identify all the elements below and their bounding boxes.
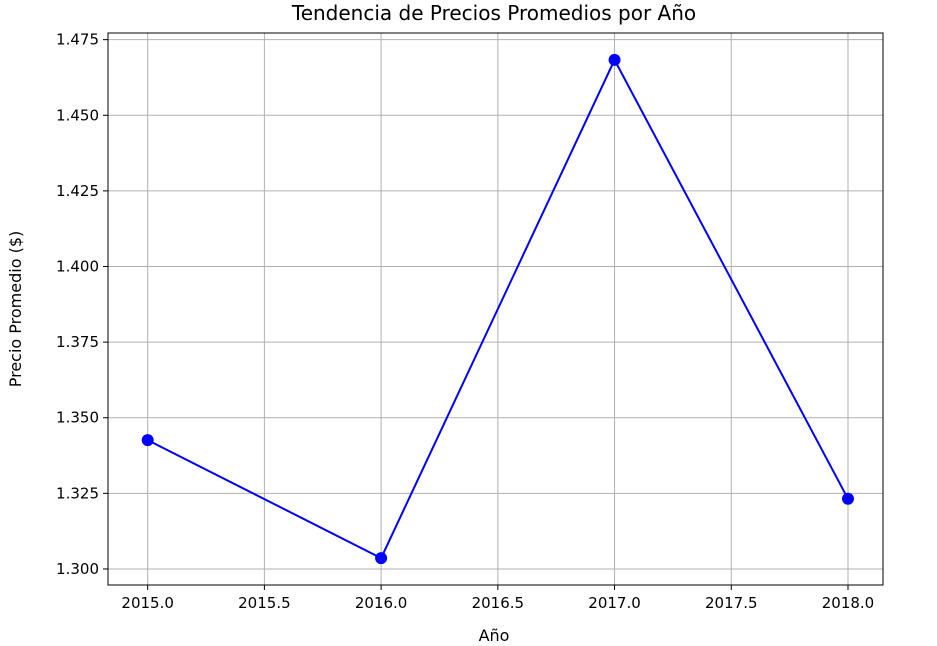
data-point	[141, 434, 154, 447]
y-tick-label: 1.475	[56, 31, 99, 49]
y-tick-label: 1.375	[56, 333, 99, 351]
plot-area-frame	[107, 32, 884, 586]
x-tick-label: 2017.0	[588, 594, 641, 612]
series-markers	[141, 53, 854, 565]
y-tick-label: 1.350	[56, 409, 99, 427]
x-tick-label: 2015.5	[238, 594, 291, 612]
series-line	[147, 57, 849, 560]
data-point	[375, 552, 388, 565]
data-point	[841, 492, 854, 505]
grid-lines	[108, 33, 883, 585]
y-tick-label: 1.325	[56, 484, 99, 502]
y-tick-label: 1.450	[56, 106, 99, 124]
x-tick-label: 2016.5	[472, 594, 525, 612]
y-axis-label: Precio Promedio ($)	[6, 231, 25, 388]
y-axis-ticks: 1.300 1.325 1.350 1.375 1.400 1.425 1.450 1.475	[56, 31, 108, 578]
x-tick-label: 2015.0	[121, 594, 174, 612]
x-axis-label: Año	[479, 626, 510, 645]
x-tick-label: 2016.0	[355, 594, 408, 612]
y-tick-label: 1.300	[56, 560, 99, 578]
data-point	[608, 53, 621, 66]
y-tick-label: 1.425	[56, 182, 99, 200]
x-tick-label: 2018.0	[822, 594, 875, 612]
x-axis-ticks: 2015.0 2015.5 2016.0 2016.5 2017.0 2017.5 2018…	[121, 585, 874, 612]
y-tick-label: 1.400	[56, 258, 99, 276]
x-tick-label: 2017.5	[705, 594, 758, 612]
chart-title: Tendencia de Precios Promedios por Año	[291, 1, 696, 25]
